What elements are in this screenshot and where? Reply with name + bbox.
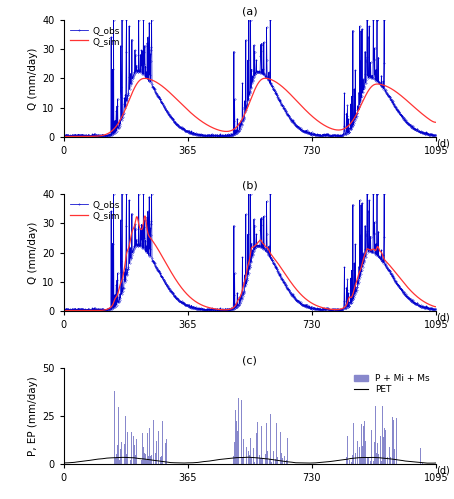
Q_obs [210,132,216,138]
PET [146,457,151,463]
Q_sim [234,124,239,130]
Line: Q_obs: Q_obs [63,194,436,311]
Q_obs [147,20,152,26]
Q_obs [349,93,354,99]
Q_sim [433,304,438,310]
Q_sim [234,299,240,305]
PET [419,460,424,466]
Legend: Q_obs, Q_sim: Q_obs, Q_sim [68,24,122,47]
PET [210,458,215,464]
Q_obs [66,133,72,139]
Y-axis label: Q (mm/day): Q (mm/day) [28,222,38,284]
PET [234,455,239,461]
PET [182,460,188,466]
Q_obs [119,191,125,197]
Q_obs [183,128,188,134]
Q_obs [419,130,424,136]
Q_obs [419,304,424,310]
Q_sim [210,125,215,131]
Q_obs [210,306,216,312]
Text: (d): (d) [436,312,449,322]
Q_sim [349,120,354,126]
Q_sim [433,119,438,125]
Text: (b): (b) [242,181,257,191]
Q_sim [61,133,66,139]
Text: (c): (c) [242,355,257,365]
Text: (a): (a) [242,6,257,16]
Line: Q_sim: Q_sim [64,216,435,310]
Q_obs [433,306,438,312]
Q_sim [146,76,151,82]
Q_sim [182,289,188,295]
Q_obs [66,307,72,313]
PET [433,460,438,466]
PET [61,460,66,466]
Y-axis label: Q (mm/day): Q (mm/day) [28,47,38,110]
Q_sim [146,233,152,239]
Q_obs [61,133,66,139]
Q_obs [147,194,152,200]
Q_sim [182,104,188,110]
Q_sim [262,75,268,81]
Legend: P + Mi + Ms, PET: P + Mi + Ms, PET [352,373,431,396]
Text: (d): (d) [436,138,449,148]
Q_sim [419,110,424,116]
PET [246,454,251,460]
PET [429,460,434,466]
Q_sim [61,307,66,313]
Q_obs [235,290,240,296]
Q_obs [235,116,240,122]
Q_obs [433,132,438,138]
Q_sim [142,213,148,219]
Q_obs [119,17,125,23]
Y-axis label: P, EP (mm/day): P, EP (mm/day) [28,376,38,456]
PET [349,456,354,462]
Legend: Q_obs, Q_sim: Q_obs, Q_sim [68,199,122,222]
Q_sim [349,294,354,300]
Q_obs [183,302,188,308]
Q_sim [419,297,424,303]
Q_obs [61,307,66,313]
Text: (d): (d) [436,465,449,475]
Line: Q_sim: Q_sim [64,78,435,136]
Q_obs [349,267,354,273]
Line: Q_obs: Q_obs [63,19,436,137]
Line: PET: PET [64,457,435,463]
Q_sim [210,305,216,311]
